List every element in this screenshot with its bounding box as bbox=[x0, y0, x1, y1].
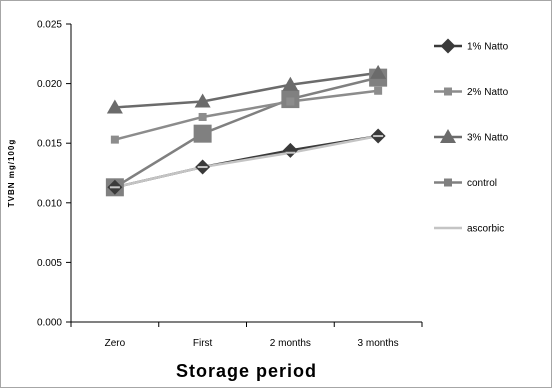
y-ticks: 0.000 0.005 0.010 0.015 0.020 0.025 bbox=[37, 20, 71, 329]
data-point-2 bbox=[370, 64, 387, 79]
series-markers bbox=[105, 64, 388, 197]
legend-swatch-marker bbox=[440, 129, 456, 143]
x-tick-label: 2 months bbox=[270, 338, 311, 349]
y-tick-label: 0.025 bbox=[37, 20, 62, 31]
y-tick-label: 0.005 bbox=[37, 258, 62, 269]
data-point-1 bbox=[374, 86, 383, 95]
legend-item: 1% Natto bbox=[434, 38, 509, 54]
y-tick-label: 0.020 bbox=[37, 79, 62, 90]
legend-label: 3% Natto bbox=[467, 133, 509, 144]
legend-swatch-marker bbox=[444, 87, 452, 96]
legend-label: 2% Natto bbox=[467, 87, 509, 98]
y-tick-label: 0.000 bbox=[37, 318, 62, 329]
x-ticks: Zero First 2 months 3 months bbox=[70, 322, 423, 349]
series-line-1 bbox=[114, 89, 379, 141]
legend-item: control bbox=[434, 178, 497, 189]
series-line-3 bbox=[114, 76, 379, 189]
series-line-4 bbox=[114, 134, 379, 189]
legend-item: ascorbic bbox=[434, 224, 504, 235]
y-tick-label: 0.010 bbox=[37, 198, 62, 209]
x-tick-label: Zero bbox=[105, 338, 126, 349]
legend-label: ascorbic bbox=[467, 224, 504, 235]
legend: 1% Natto 2% Natto 3% Natto control ascorbic bbox=[434, 38, 509, 235]
data-point-1 bbox=[198, 112, 207, 121]
legend-item: 2% Natto bbox=[434, 87, 509, 98]
data-point-2 bbox=[194, 93, 211, 108]
data-point-1 bbox=[286, 97, 295, 106]
data-point-0 bbox=[282, 142, 298, 158]
series-lines bbox=[114, 71, 379, 189]
x-tick-label: 3 months bbox=[358, 338, 399, 349]
data-point-1 bbox=[110, 135, 119, 144]
y-axis-title: TVBN mg/100g bbox=[7, 139, 16, 207]
legend-label: control bbox=[467, 178, 497, 189]
data-point-2 bbox=[282, 76, 299, 91]
x-axis-title: Storage period bbox=[176, 361, 317, 381]
data-point-3 bbox=[193, 124, 212, 143]
data-point-2 bbox=[106, 99, 123, 114]
x-tick-label: First bbox=[193, 338, 213, 349]
y-tick-label: 0.015 bbox=[37, 139, 62, 150]
legend-swatch-marker bbox=[444, 178, 452, 187]
legend-label: 1% Natto bbox=[467, 42, 509, 53]
legend-swatch-marker bbox=[440, 38, 456, 54]
legend-item: 3% Natto bbox=[434, 129, 509, 144]
series-line-2 bbox=[114, 71, 379, 109]
